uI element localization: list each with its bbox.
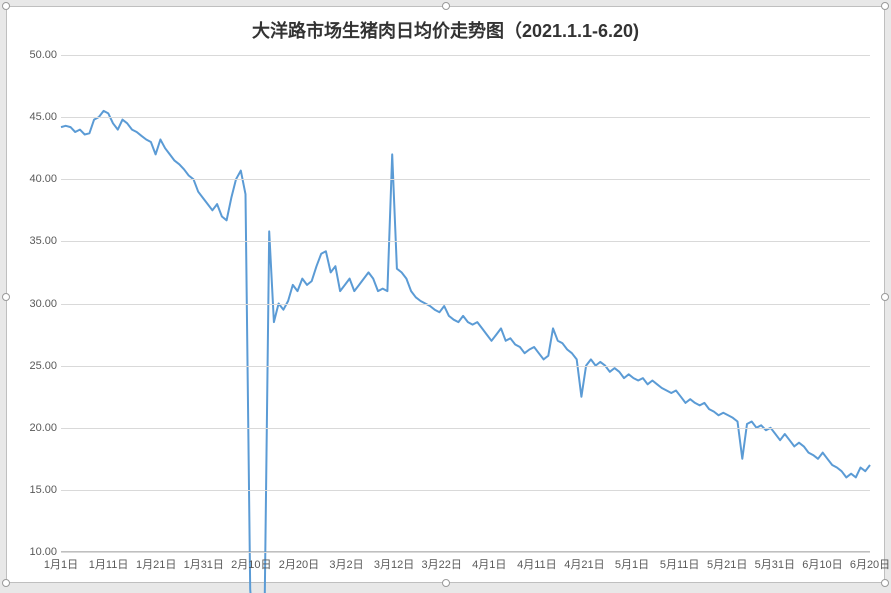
chart-title: 大洋路市场生猪肉日均价走势图（2021.1.1-6.20) (7, 7, 884, 43)
resize-handle-ml[interactable] (2, 293, 10, 301)
y-tick-label: 50.00 (23, 49, 57, 61)
gridline (61, 304, 870, 305)
resize-handle-tl[interactable] (2, 2, 10, 10)
x-tick-label: 5月11日 (660, 556, 700, 572)
resize-handle-tm[interactable] (442, 2, 450, 10)
x-tick-label: 3月12日 (374, 556, 414, 572)
gridline (61, 552, 870, 553)
x-tick-label: 6月20日 (850, 556, 890, 572)
x-tick-label: 5月21日 (707, 556, 747, 572)
resize-handle-tr[interactable] (881, 2, 889, 10)
gridline (61, 428, 870, 429)
resize-handle-br[interactable] (881, 579, 889, 587)
x-tick-label: 1月21日 (136, 556, 176, 572)
x-tick-label: 1月11日 (89, 556, 129, 572)
y-tick-label: 20.00 (23, 422, 57, 434)
y-tick-label: 45.00 (23, 111, 57, 123)
price-line (61, 111, 870, 593)
x-tick-label: 1月31日 (184, 556, 224, 572)
y-tick-label: 40.00 (23, 173, 57, 185)
x-tick-label: 6月10日 (802, 556, 842, 572)
y-tick-label: 15.00 (23, 484, 57, 496)
x-tick-label: 5月1日 (615, 556, 649, 572)
x-tick-label: 4月11日 (517, 556, 557, 572)
gridline (61, 179, 870, 180)
chart-frame[interactable]: 大洋路市场生猪肉日均价走势图（2021.1.1-6.20) 10.0015.00… (6, 6, 885, 583)
plot-area: 10.0015.0020.0025.0030.0035.0040.0045.00… (61, 55, 870, 552)
gridline (61, 117, 870, 118)
gridline (61, 490, 870, 491)
x-tick-label: 1月1日 (44, 556, 78, 572)
x-tick-label: 4月21日 (564, 556, 604, 572)
resize-handle-bm[interactable] (442, 579, 450, 587)
x-tick-label: 4月1日 (472, 556, 506, 572)
gridline (61, 241, 870, 242)
resize-handle-mr[interactable] (881, 293, 889, 301)
x-tick-label: 2月20日 (279, 556, 319, 572)
x-tick-label: 5月31日 (755, 556, 795, 572)
y-tick-label: 35.00 (23, 235, 57, 247)
gridline (61, 55, 870, 56)
y-tick-label: 30.00 (23, 298, 57, 310)
x-tick-label: 3月2日 (329, 556, 363, 572)
x-tick-label: 3月22日 (422, 556, 462, 572)
y-tick-label: 25.00 (23, 360, 57, 372)
resize-handle-bl[interactable] (2, 579, 10, 587)
gridline (61, 366, 870, 367)
x-tick-label: 2月10日 (231, 556, 271, 572)
